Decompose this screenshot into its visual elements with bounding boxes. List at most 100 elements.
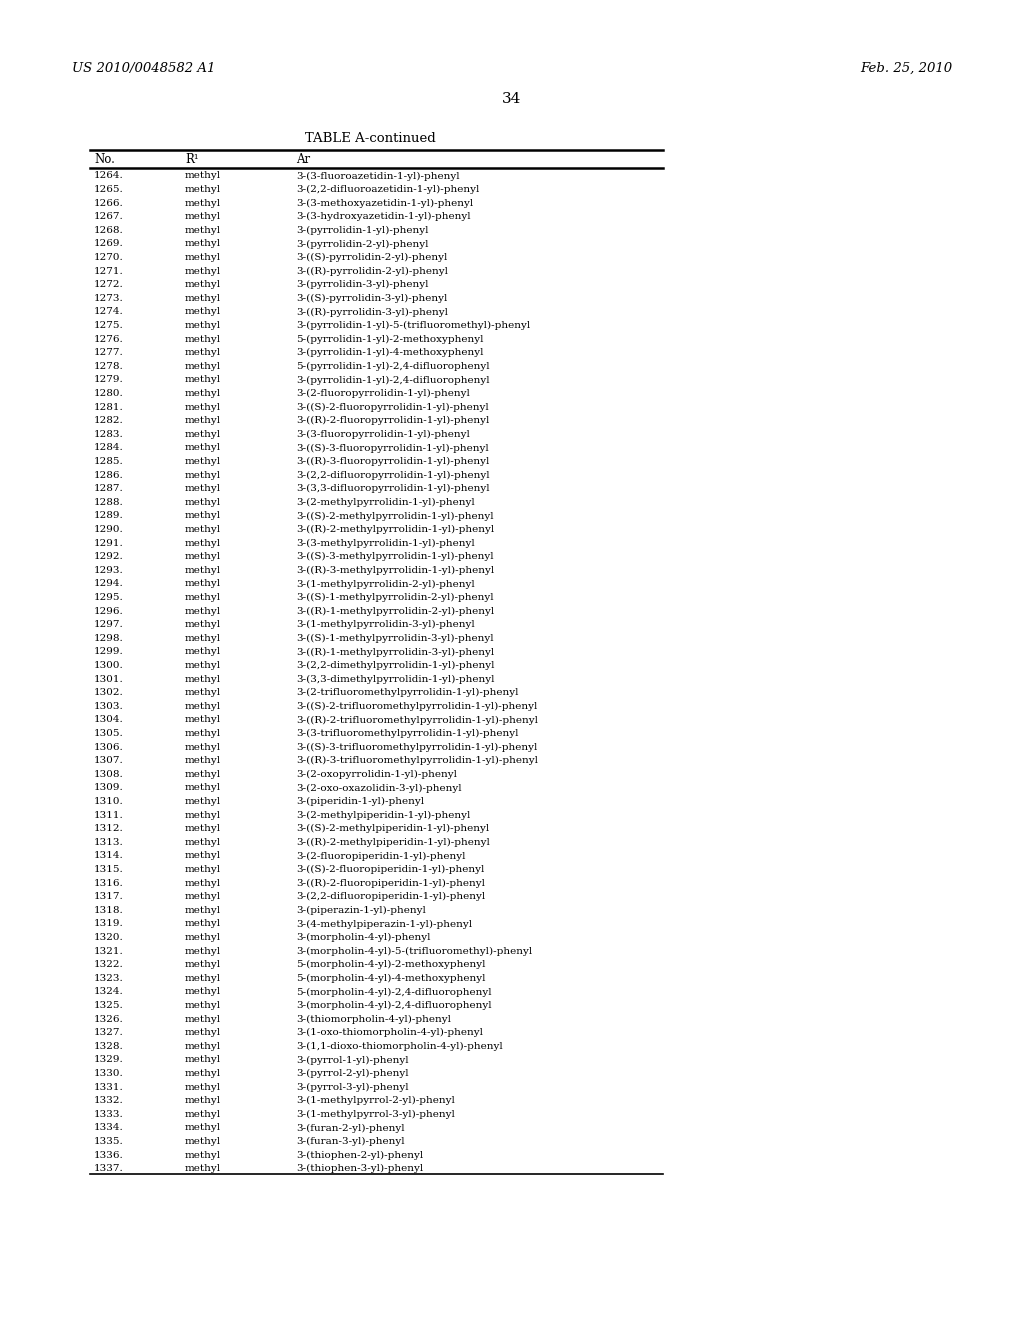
Text: 1274.: 1274. (94, 308, 124, 317)
Text: 1288.: 1288. (94, 498, 124, 507)
Text: 3-(2,2-difluoropyrrolidin-1-yl)-phenyl: 3-(2,2-difluoropyrrolidin-1-yl)-phenyl (296, 471, 489, 480)
Text: TABLE A-continued: TABLE A-continued (304, 132, 435, 145)
Text: 1284.: 1284. (94, 444, 124, 453)
Text: 1286.: 1286. (94, 471, 124, 479)
Text: 1322.: 1322. (94, 961, 124, 969)
Text: 3-(4-methylpiperazin-1-yl)-phenyl: 3-(4-methylpiperazin-1-yl)-phenyl (296, 920, 472, 929)
Text: 3-(2-methylpiperidin-1-yl)-phenyl: 3-(2-methylpiperidin-1-yl)-phenyl (296, 810, 470, 820)
Text: 1280.: 1280. (94, 389, 124, 399)
Text: 1300.: 1300. (94, 661, 124, 671)
Text: 1307.: 1307. (94, 756, 124, 766)
Text: 3-(3-fluoropyrrolidin-1-yl)-phenyl: 3-(3-fluoropyrrolidin-1-yl)-phenyl (296, 430, 470, 440)
Text: methyl: methyl (185, 675, 221, 684)
Text: 34: 34 (503, 92, 521, 106)
Text: 3-(pyrrolidin-1-yl)-4-methoxyphenyl: 3-(pyrrolidin-1-yl)-4-methoxyphenyl (296, 348, 483, 358)
Text: methyl: methyl (185, 430, 221, 438)
Text: 1296.: 1296. (94, 607, 124, 615)
Text: methyl: methyl (185, 1028, 221, 1038)
Text: methyl: methyl (185, 920, 221, 928)
Text: methyl: methyl (185, 1123, 221, 1133)
Text: methyl: methyl (185, 444, 221, 453)
Text: 3-((S)-3-methylpyrrolidin-1-yl)-phenyl: 3-((S)-3-methylpyrrolidin-1-yl)-phenyl (296, 552, 494, 561)
Text: 1319.: 1319. (94, 920, 124, 928)
Text: 1332.: 1332. (94, 1097, 124, 1105)
Text: 3-(2,2-difluoroazetidin-1-yl)-phenyl: 3-(2,2-difluoroazetidin-1-yl)-phenyl (296, 185, 479, 194)
Text: 3-((R)-2-methylpyrrolidin-1-yl)-phenyl: 3-((R)-2-methylpyrrolidin-1-yl)-phenyl (296, 525, 495, 535)
Text: 3-((S)-2-trifluoromethylpyrrolidin-1-yl)-phenyl: 3-((S)-2-trifluoromethylpyrrolidin-1-yl)… (296, 702, 538, 711)
Text: 3-(pyrrol-2-yl)-phenyl: 3-(pyrrol-2-yl)-phenyl (296, 1069, 409, 1078)
Text: 1315.: 1315. (94, 865, 124, 874)
Text: 3-((R)-2-fluoropyrrolidin-1-yl)-phenyl: 3-((R)-2-fluoropyrrolidin-1-yl)-phenyl (296, 416, 489, 425)
Text: methyl: methyl (185, 239, 221, 248)
Text: methyl: methyl (185, 294, 221, 302)
Text: methyl: methyl (185, 770, 221, 779)
Text: 3-((S)-3-fluoropyrrolidin-1-yl)-phenyl: 3-((S)-3-fluoropyrrolidin-1-yl)-phenyl (296, 444, 488, 453)
Text: methyl: methyl (185, 946, 221, 956)
Text: methyl: methyl (185, 403, 221, 412)
Text: methyl: methyl (185, 906, 221, 915)
Text: methyl: methyl (185, 185, 221, 194)
Text: methyl: methyl (185, 974, 221, 983)
Text: 3-(2-fluoropyrrolidin-1-yl)-phenyl: 3-(2-fluoropyrrolidin-1-yl)-phenyl (296, 389, 470, 399)
Text: methyl: methyl (185, 552, 221, 561)
Text: 3-(pyrrolidin-2-yl)-phenyl: 3-(pyrrolidin-2-yl)-phenyl (296, 239, 428, 248)
Text: 1316.: 1316. (94, 879, 124, 887)
Text: methyl: methyl (185, 851, 221, 861)
Text: 1311.: 1311. (94, 810, 124, 820)
Text: 3-(3-hydroxyazetidin-1-yl)-phenyl: 3-(3-hydroxyazetidin-1-yl)-phenyl (296, 213, 471, 222)
Text: 1335.: 1335. (94, 1137, 124, 1146)
Text: 5-(pyrrolidin-1-yl)-2,4-difluorophenyl: 5-(pyrrolidin-1-yl)-2,4-difluorophenyl (296, 362, 489, 371)
Text: 3-(3-methoxyazetidin-1-yl)-phenyl: 3-(3-methoxyazetidin-1-yl)-phenyl (296, 199, 473, 207)
Text: methyl: methyl (185, 308, 221, 317)
Text: 1268.: 1268. (94, 226, 124, 235)
Text: 1326.: 1326. (94, 1015, 124, 1024)
Text: 3-(2,2-difluoropiperidin-1-yl)-phenyl: 3-(2,2-difluoropiperidin-1-yl)-phenyl (296, 892, 485, 902)
Text: methyl: methyl (185, 1151, 221, 1160)
Text: 1317.: 1317. (94, 892, 124, 902)
Text: 1267.: 1267. (94, 213, 124, 222)
Text: 1272.: 1272. (94, 280, 124, 289)
Text: methyl: methyl (185, 634, 221, 643)
Text: methyl: methyl (185, 1069, 221, 1078)
Text: 1306.: 1306. (94, 743, 124, 751)
Text: methyl: methyl (185, 389, 221, 399)
Text: 3-(1-methylpyrrol-2-yl)-phenyl: 3-(1-methylpyrrol-2-yl)-phenyl (296, 1097, 455, 1105)
Text: 3-((S)-pyrrolidin-2-yl)-phenyl: 3-((S)-pyrrolidin-2-yl)-phenyl (296, 253, 447, 263)
Text: methyl: methyl (185, 362, 221, 371)
Text: methyl: methyl (185, 484, 221, 494)
Text: 1293.: 1293. (94, 566, 124, 576)
Text: methyl: methyl (185, 797, 221, 807)
Text: 3-(3,3-dimethylpyrrolidin-1-yl)-phenyl: 3-(3,3-dimethylpyrrolidin-1-yl)-phenyl (296, 675, 495, 684)
Text: 1336.: 1336. (94, 1151, 124, 1160)
Text: 3-(piperidin-1-yl)-phenyl: 3-(piperidin-1-yl)-phenyl (296, 797, 424, 807)
Text: methyl: methyl (185, 838, 221, 847)
Text: methyl: methyl (185, 226, 221, 235)
Text: 1265.: 1265. (94, 185, 124, 194)
Text: 1310.: 1310. (94, 797, 124, 807)
Text: 1314.: 1314. (94, 851, 124, 861)
Text: methyl: methyl (185, 199, 221, 207)
Text: 3-((R)-2-trifluoromethylpyrrolidin-1-yl)-phenyl: 3-((R)-2-trifluoromethylpyrrolidin-1-yl)… (296, 715, 538, 725)
Text: 3-(3-methylpyrrolidin-1-yl)-phenyl: 3-(3-methylpyrrolidin-1-yl)-phenyl (296, 539, 475, 548)
Text: 5-(morpholin-4-yl)-2-methoxyphenyl: 5-(morpholin-4-yl)-2-methoxyphenyl (296, 961, 485, 969)
Text: 3-((S)-1-methylpyrrolidin-3-yl)-phenyl: 3-((S)-1-methylpyrrolidin-3-yl)-phenyl (296, 634, 494, 643)
Text: 1334.: 1334. (94, 1123, 124, 1133)
Text: 3-(2-oxopyrrolidin-1-yl)-phenyl: 3-(2-oxopyrrolidin-1-yl)-phenyl (296, 770, 457, 779)
Text: 1328.: 1328. (94, 1041, 124, 1051)
Text: 1290.: 1290. (94, 525, 124, 535)
Text: 3-(pyrrolidin-1-yl)-phenyl: 3-(pyrrolidin-1-yl)-phenyl (296, 226, 428, 235)
Text: methyl: methyl (185, 879, 221, 887)
Text: methyl: methyl (185, 756, 221, 766)
Text: methyl: methyl (185, 416, 221, 425)
Text: 3-(piperazin-1-yl)-phenyl: 3-(piperazin-1-yl)-phenyl (296, 906, 426, 915)
Text: 1278.: 1278. (94, 362, 124, 371)
Text: methyl: methyl (185, 1041, 221, 1051)
Text: 1295.: 1295. (94, 593, 124, 602)
Text: methyl: methyl (185, 593, 221, 602)
Text: 1285.: 1285. (94, 457, 124, 466)
Text: methyl: methyl (185, 172, 221, 181)
Text: 3-(furan-2-yl)-phenyl: 3-(furan-2-yl)-phenyl (296, 1123, 404, 1133)
Text: methyl: methyl (185, 865, 221, 874)
Text: 3-(1-methylpyrrolidin-3-yl)-phenyl: 3-(1-methylpyrrolidin-3-yl)-phenyl (296, 620, 475, 630)
Text: 1331.: 1331. (94, 1082, 124, 1092)
